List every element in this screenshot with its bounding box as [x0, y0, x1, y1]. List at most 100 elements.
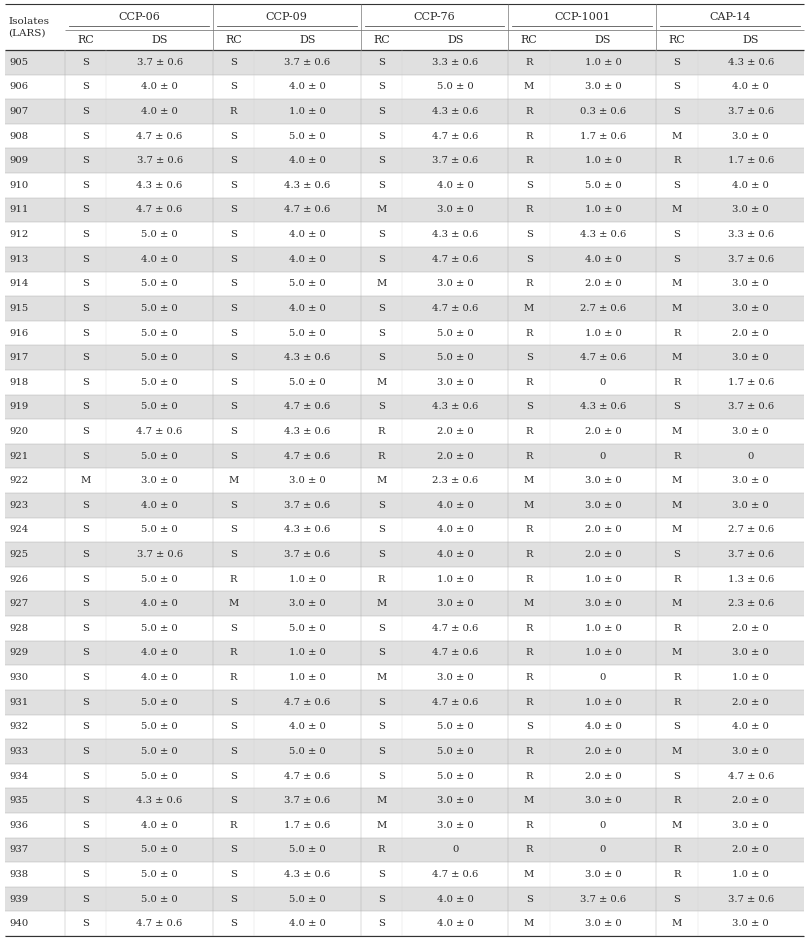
Text: R: R: [525, 674, 533, 682]
Text: 5.0 ± 0: 5.0 ± 0: [142, 845, 178, 854]
Bar: [5, 444, 804, 468]
Bar: [5, 493, 804, 517]
Text: 5.0 ± 0: 5.0 ± 0: [289, 329, 326, 337]
Text: S: S: [83, 648, 89, 658]
Text: S: S: [83, 919, 89, 928]
Text: 2.0 ± 0: 2.0 ± 0: [732, 796, 769, 805]
Text: S: S: [230, 526, 237, 534]
Text: 4.0 ± 0: 4.0 ± 0: [437, 181, 473, 190]
Text: S: S: [83, 378, 89, 387]
Text: S: S: [673, 402, 680, 412]
Text: S: S: [83, 501, 89, 510]
Text: RC: RC: [521, 35, 537, 45]
Text: 5.0 ± 0: 5.0 ± 0: [585, 181, 621, 190]
Text: 4.0 ± 0: 4.0 ± 0: [732, 82, 769, 91]
Text: 5.0 ± 0: 5.0 ± 0: [142, 280, 178, 288]
Text: 928: 928: [9, 624, 28, 633]
Text: 3.0 ± 0: 3.0 ± 0: [437, 378, 473, 387]
Text: 1.0 ± 0: 1.0 ± 0: [437, 575, 473, 584]
Text: S: S: [230, 796, 237, 805]
Text: DS: DS: [299, 35, 316, 45]
Text: S: S: [526, 181, 532, 190]
Text: 4.0 ± 0: 4.0 ± 0: [437, 501, 473, 510]
Text: 2.0 ± 0: 2.0 ± 0: [585, 280, 621, 288]
Text: 913: 913: [9, 254, 28, 264]
Text: S: S: [83, 895, 89, 903]
Bar: [5, 149, 804, 173]
Text: S: S: [83, 57, 89, 67]
Text: S: S: [230, 501, 237, 510]
Text: S: S: [378, 132, 385, 140]
Text: R: R: [525, 378, 533, 387]
Text: 1.0 ± 0: 1.0 ± 0: [585, 205, 621, 215]
Text: 5.0 ± 0: 5.0 ± 0: [142, 624, 178, 633]
Text: 4.3 ± 0.6: 4.3 ± 0.6: [284, 870, 331, 879]
Text: M: M: [671, 280, 682, 288]
Text: S: S: [83, 402, 89, 412]
Text: 0: 0: [599, 845, 606, 854]
Text: R: R: [673, 845, 680, 854]
Text: 5.0 ± 0: 5.0 ± 0: [289, 280, 326, 288]
Text: 5.0 ± 0: 5.0 ± 0: [142, 304, 178, 313]
Text: S: S: [526, 254, 532, 264]
Text: 5.0 ± 0: 5.0 ± 0: [142, 747, 178, 755]
Bar: [5, 665, 804, 690]
Text: S: S: [230, 550, 237, 559]
Text: 3.7 ± 0.6: 3.7 ± 0.6: [137, 156, 183, 165]
Text: 914: 914: [9, 280, 28, 288]
Text: 4.7 ± 0.6: 4.7 ± 0.6: [432, 132, 478, 140]
Text: 934: 934: [9, 771, 28, 781]
Text: 1.0 ± 0: 1.0 ± 0: [289, 107, 326, 116]
Text: S: S: [378, 181, 385, 190]
Text: S: S: [230, 254, 237, 264]
Text: R: R: [230, 820, 237, 830]
Text: M: M: [524, 796, 534, 805]
Text: 3.0 ± 0: 3.0 ± 0: [732, 280, 769, 288]
Text: S: S: [83, 674, 89, 682]
Text: S: S: [83, 427, 89, 436]
Text: S: S: [673, 82, 680, 91]
Text: R: R: [378, 451, 385, 461]
Text: 4.3 ± 0.6: 4.3 ± 0.6: [284, 181, 331, 190]
Text: S: S: [378, 254, 385, 264]
Text: 906: 906: [9, 82, 28, 91]
Text: 3.7 ± 0.6: 3.7 ± 0.6: [432, 156, 478, 165]
Text: R: R: [525, 624, 533, 633]
Text: 5.0 ± 0: 5.0 ± 0: [142, 451, 178, 461]
Text: 5.0 ± 0: 5.0 ± 0: [142, 526, 178, 534]
Bar: [5, 468, 804, 493]
Bar: [5, 271, 804, 296]
Text: 5.0 ± 0: 5.0 ± 0: [142, 230, 178, 239]
Text: M: M: [671, 747, 682, 755]
Text: 5.0 ± 0: 5.0 ± 0: [289, 845, 326, 854]
Text: 1.0 ± 0: 1.0 ± 0: [585, 156, 621, 165]
Text: 4.3 ± 0.6: 4.3 ± 0.6: [432, 402, 478, 412]
Bar: [5, 690, 804, 714]
Text: S: S: [378, 107, 385, 116]
Text: M: M: [671, 477, 682, 485]
Bar: [5, 739, 804, 764]
Text: M: M: [524, 501, 534, 510]
Text: 905: 905: [9, 57, 28, 67]
Text: 3.0 ± 0: 3.0 ± 0: [437, 205, 473, 215]
Text: 4.7 ± 0.6: 4.7 ± 0.6: [432, 624, 478, 633]
Bar: [5, 837, 804, 862]
Text: 3.0 ± 0: 3.0 ± 0: [732, 205, 769, 215]
Text: 3.0 ± 0: 3.0 ± 0: [732, 353, 769, 362]
Text: 5.0 ± 0: 5.0 ± 0: [437, 353, 473, 362]
Bar: [5, 862, 804, 886]
Text: 3.0 ± 0: 3.0 ± 0: [732, 427, 769, 436]
Text: R: R: [378, 575, 385, 584]
Text: 5.0 ± 0: 5.0 ± 0: [289, 747, 326, 755]
Text: 4.0 ± 0: 4.0 ± 0: [289, 919, 326, 928]
Text: S: S: [378, 747, 385, 755]
Text: 4.7 ± 0.6: 4.7 ± 0.6: [284, 451, 331, 461]
Text: S: S: [378, 402, 385, 412]
Text: S: S: [230, 624, 237, 633]
Text: M: M: [376, 599, 387, 609]
Bar: [5, 320, 804, 346]
Text: 2.7 ± 0.6: 2.7 ± 0.6: [728, 526, 774, 534]
Text: 4.0 ± 0: 4.0 ± 0: [289, 723, 326, 731]
Text: S: S: [230, 870, 237, 879]
Text: M: M: [671, 820, 682, 830]
